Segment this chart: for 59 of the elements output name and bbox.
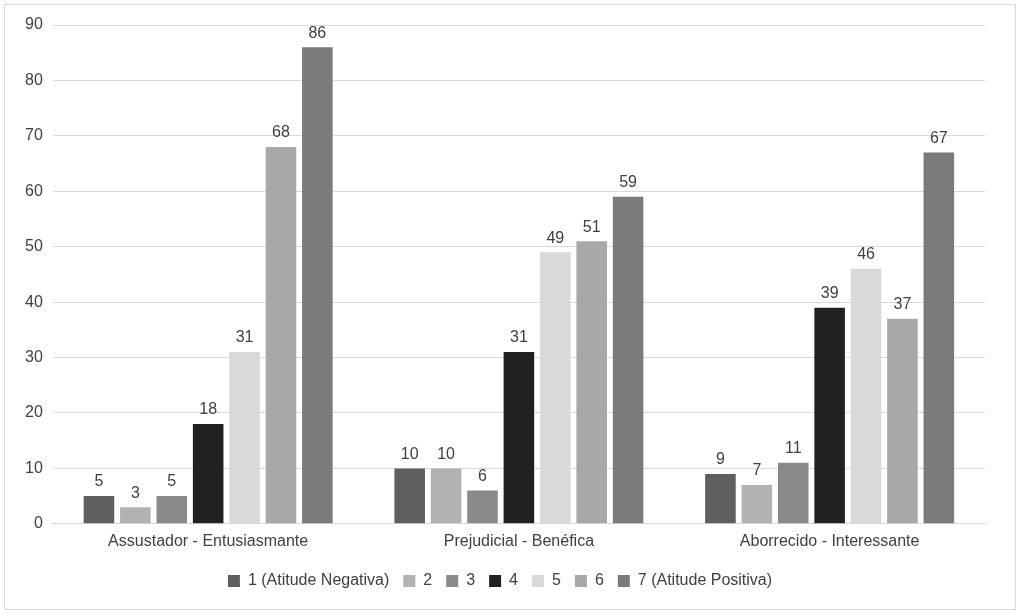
data-label: 6 [478, 466, 488, 484]
bar [120, 507, 151, 524]
y-tick-label: 60 [25, 181, 43, 199]
data-label: 31 [510, 328, 528, 346]
bar [83, 496, 115, 524]
data-label: 11 [784, 439, 802, 457]
bar [192, 424, 224, 524]
data-label: 49 [546, 228, 565, 246]
data-label: 51 [582, 217, 601, 235]
bar [741, 485, 773, 524]
bar [576, 241, 607, 524]
legend-label: 1 (Atitude Negativa) [247, 571, 390, 589]
legend-label: 7 (Atitude Positiva) [637, 571, 773, 589]
bar [887, 318, 918, 524]
y-tick-label: 80 [25, 70, 43, 88]
data-label: 10 [437, 444, 456, 462]
data-label: 18 [199, 400, 218, 418]
data-label: 59 [619, 173, 638, 191]
bar [430, 468, 462, 524]
y-tick-label: 20 [25, 403, 43, 421]
bar [705, 473, 736, 524]
legend-label: 4 [509, 571, 519, 589]
y-tick-label: 90 [25, 15, 43, 33]
data-label: 86 [308, 23, 327, 41]
data-label: 7 [752, 461, 762, 479]
legend-label: 5 [552, 571, 562, 589]
data-label: 46 [857, 245, 876, 263]
data-label: 68 [272, 123, 290, 141]
x-tick-label: Aborrecido - Interessante [739, 531, 920, 549]
bar [777, 462, 809, 524]
data-label: 10 [400, 444, 419, 462]
legend-label: 3 [466, 571, 476, 589]
legend-label: 6 [594, 571, 604, 589]
y-tick-label: 50 [25, 237, 43, 255]
data-label: 9 [715, 450, 725, 468]
bar [302, 47, 333, 524]
legend-label: 2 [423, 571, 433, 589]
bar [394, 468, 425, 524]
x-tick-label: Prejudicial - Benéfica [443, 531, 595, 549]
y-tick-label: 30 [25, 347, 43, 365]
x-tick-label: Assustador - Entusiasmante [108, 531, 309, 549]
data-label: 5 [167, 472, 177, 490]
bar [612, 196, 644, 524]
bar [467, 490, 498, 524]
data-label: 37 [893, 295, 912, 313]
y-tick-label: 0 [33, 514, 43, 532]
bar [265, 146, 297, 524]
y-tick-label: 70 [25, 126, 43, 144]
bar [923, 152, 955, 524]
y-tick-label: 40 [25, 292, 43, 310]
data-label: 5 [94, 472, 104, 490]
data-label: 31 [235, 328, 254, 346]
y-tick-label: 10 [25, 458, 43, 476]
data-label: 3 [130, 483, 140, 501]
bar [503, 351, 535, 524]
bar [156, 496, 188, 524]
data-label: 67 [929, 128, 948, 146]
bar [814, 307, 845, 524]
data-label: 39 [820, 284, 839, 302]
